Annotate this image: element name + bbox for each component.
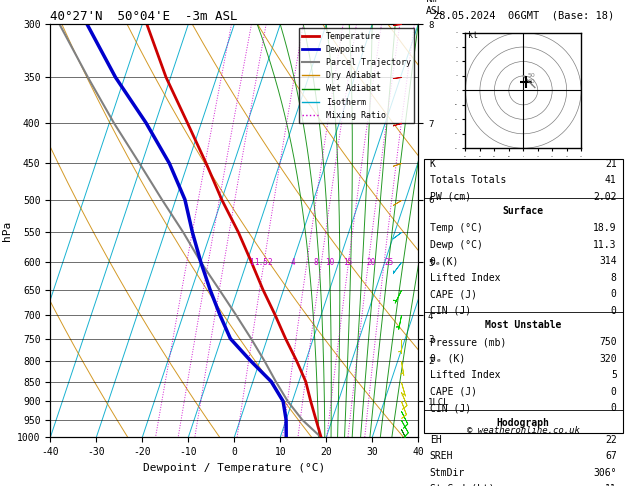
- Text: © weatheronline.co.uk: © weatheronline.co.uk: [467, 426, 580, 435]
- Text: 750: 750: [599, 337, 617, 347]
- Text: 21: 21: [605, 158, 617, 169]
- Text: CIN (J): CIN (J): [430, 306, 471, 315]
- Text: 5: 5: [611, 370, 617, 380]
- Text: 28.05.2024  06GMT  (Base: 18): 28.05.2024 06GMT (Base: 18): [433, 10, 614, 20]
- Text: 25: 25: [385, 258, 394, 267]
- Bar: [424, 158, 623, 434]
- Text: CAPE (J): CAPE (J): [430, 386, 477, 397]
- Text: 8: 8: [611, 273, 617, 282]
- Text: 41: 41: [605, 175, 617, 185]
- Text: 0: 0: [611, 386, 617, 397]
- Text: 1.5: 1.5: [253, 258, 267, 267]
- Text: Lifted Index: Lifted Index: [430, 273, 500, 282]
- Text: Temp (°C): Temp (°C): [430, 223, 482, 233]
- Text: Lifted Index: Lifted Index: [430, 370, 500, 380]
- Text: StmDir: StmDir: [430, 468, 465, 478]
- Text: 2.02: 2.02: [593, 191, 617, 202]
- Text: 22: 22: [605, 434, 617, 445]
- Y-axis label: hPa: hPa: [1, 221, 11, 241]
- Text: PW (cm): PW (cm): [430, 191, 471, 202]
- Text: 0: 0: [611, 289, 617, 299]
- Text: 15: 15: [343, 258, 353, 267]
- Text: EH: EH: [430, 434, 442, 445]
- Text: Pressure (mb): Pressure (mb): [430, 337, 506, 347]
- Text: θₑ (K): θₑ (K): [430, 353, 465, 364]
- Text: Dewp (°C): Dewp (°C): [430, 240, 482, 249]
- Text: 1: 1: [249, 258, 253, 267]
- Text: StmSpd (kt): StmSpd (kt): [430, 484, 494, 486]
- X-axis label: Dewpoint / Temperature (°C): Dewpoint / Temperature (°C): [143, 463, 325, 473]
- Text: 320: 320: [599, 353, 617, 364]
- Text: 10: 10: [325, 258, 334, 267]
- Text: θₑ(K): θₑ(K): [430, 256, 459, 266]
- Text: Hodograph: Hodograph: [497, 418, 550, 428]
- Text: 40°27'N  50°04'E  -3m ASL: 40°27'N 50°04'E -3m ASL: [50, 10, 238, 23]
- Text: 11.3: 11.3: [593, 240, 617, 249]
- Text: km
ASL: km ASL: [426, 0, 443, 16]
- Text: 0: 0: [611, 306, 617, 315]
- Legend: Temperature, Dewpoint, Parcel Trajectory, Dry Adiabat, Wet Adiabat, Isotherm, Mi: Temperature, Dewpoint, Parcel Trajectory…: [299, 29, 414, 123]
- Text: 306°: 306°: [593, 468, 617, 478]
- Text: Most Unstable: Most Unstable: [485, 320, 562, 330]
- Text: 8: 8: [313, 258, 318, 267]
- Text: 2: 2: [267, 258, 272, 267]
- Text: 4: 4: [291, 258, 295, 267]
- Text: K: K: [430, 158, 436, 169]
- Text: 11: 11: [605, 484, 617, 486]
- Text: SREH: SREH: [430, 451, 454, 461]
- Text: 18.9: 18.9: [593, 223, 617, 233]
- Text: CIN (J): CIN (J): [430, 403, 471, 413]
- Text: 314: 314: [599, 256, 617, 266]
- Text: 0: 0: [611, 403, 617, 413]
- Text: Surface: Surface: [503, 207, 544, 216]
- Text: 67: 67: [605, 451, 617, 461]
- Text: Totals Totals: Totals Totals: [430, 175, 506, 185]
- Text: CAPE (J): CAPE (J): [430, 289, 477, 299]
- Text: 20: 20: [366, 258, 376, 267]
